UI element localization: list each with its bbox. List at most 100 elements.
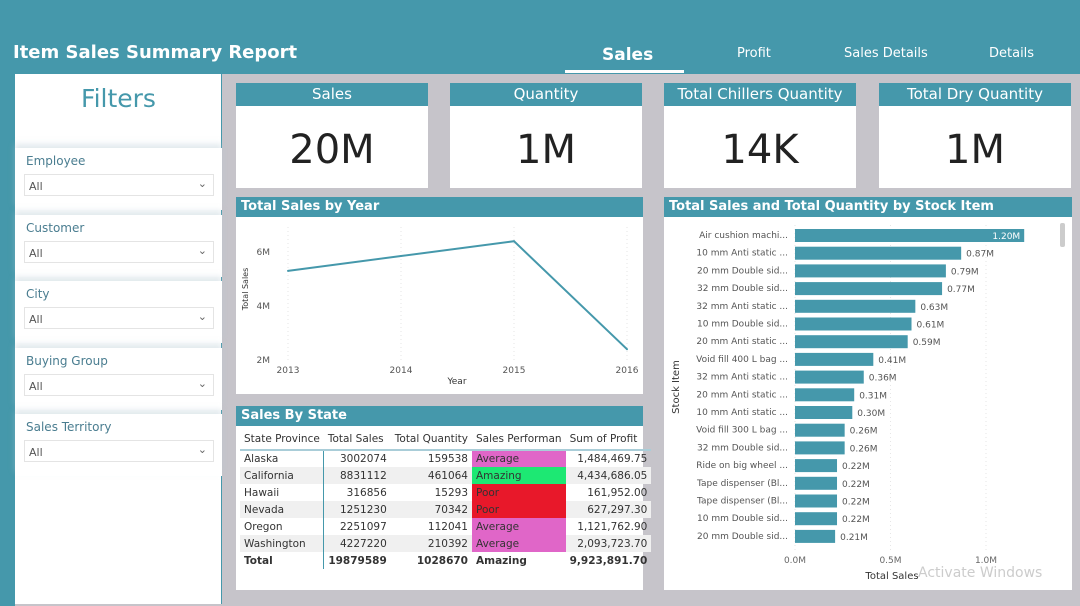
table-cell: 461064	[390, 467, 472, 484]
bar[interactable]	[795, 459, 838, 473]
slicer-city: City All ⌄	[15, 281, 222, 343]
bar[interactable]	[795, 529, 836, 543]
chevron-down-icon: ⌄	[197, 243, 207, 257]
slicer-dropdown[interactable]: All ⌄	[24, 373, 214, 396]
slicer-label: Customer	[26, 220, 85, 235]
slicer-dropdown[interactable]: All ⌄	[24, 240, 214, 263]
data-label: 0.22M	[842, 462, 870, 472]
slicer-dropdown[interactable]: All ⌄	[24, 440, 214, 462]
x-tick-label: 2016	[616, 366, 639, 376]
column-header[interactable]: Sales Performan	[476, 432, 562, 445]
column-header[interactable]: State Province	[244, 432, 320, 445]
slicer-label: Sales Territory	[26, 420, 112, 434]
bar[interactable]	[795, 423, 845, 437]
data-label: 0.63M	[920, 303, 948, 313]
bar[interactable]	[795, 370, 864, 384]
filters-title: Filters	[81, 84, 156, 113]
kpi-card: Sales 20M	[236, 83, 428, 188]
tab-sales-details[interactable]: Sales Details	[844, 46, 928, 61]
bar[interactable]	[795, 229, 1025, 242]
bar[interactable]	[795, 388, 855, 402]
tab-details[interactable]: Details	[989, 46, 1035, 61]
kpi-card: Quantity 1M	[450, 83, 642, 188]
kpi-value: 20M	[289, 127, 375, 173]
kpi-label: Quantity	[450, 83, 642, 106]
table-cell: 2,093,723.70	[565, 535, 652, 552]
column-header[interactable]: Total Quantity	[394, 432, 468, 445]
kpi-value: 1M	[945, 127, 1005, 173]
bar[interactable]	[795, 476, 838, 490]
slicer-label: Buying Group	[26, 353, 108, 368]
table-cell: 8831112	[323, 467, 391, 484]
table-cell: 1,484,469.75	[577, 453, 648, 465]
data-label: 0.26M	[850, 427, 878, 437]
table-cell: 1251230	[323, 501, 391, 518]
chart-title: Total Sales by Year	[236, 197, 643, 217]
tab-sales[interactable]: Sales	[602, 45, 654, 65]
data-label: 0.77M	[947, 285, 975, 295]
data-point[interactable]	[287, 269, 289, 272]
x-tick-label: 2014	[390, 366, 413, 376]
data-label: 0.22M	[842, 498, 870, 508]
x-tick-label: 0.5M	[879, 556, 901, 566]
slicer-employee: Employee All ⌄	[15, 148, 222, 210]
table-cell: California	[240, 467, 325, 484]
scrollbar[interactable]	[1060, 223, 1065, 247]
slicer-value: All	[29, 180, 43, 193]
table-cell: 3002074	[340, 453, 387, 465]
y-axis-title: Total Sales	[241, 268, 250, 312]
bar[interactable]	[795, 317, 912, 331]
bar[interactable]	[795, 299, 916, 313]
sales-line	[287, 240, 628, 350]
slicer-value: All	[29, 379, 43, 393]
bar[interactable]	[795, 335, 908, 349]
table-row: Oregon 2251097 112041 Average 1,121,762.90	[240, 518, 651, 535]
data-label: 0.41M	[878, 356, 906, 366]
slicer-value: All	[29, 313, 43, 326]
table-title: Sales By State	[236, 406, 643, 426]
x-tick-label: 2015	[503, 366, 526, 376]
bar[interactable]	[795, 264, 946, 278]
bar[interactable]	[795, 512, 838, 526]
data-label: 1.20M	[992, 232, 1020, 242]
category-label: 32 mm Double sid...	[697, 284, 788, 294]
table-cell: 2251097	[340, 520, 387, 533]
data-point[interactable]	[626, 348, 628, 351]
table-row: Alaska 3002074 159538 Average 1,484,469.75	[240, 450, 651, 467]
y-tick-label: 4M	[257, 302, 271, 312]
table-cell: Average	[472, 518, 566, 535]
category-label: 32 mm Anti static ...	[696, 302, 788, 312]
category-label: 20 mm Anti static ...	[696, 390, 788, 400]
bar[interactable]	[795, 246, 962, 260]
category-label: 32 mm Double sid...	[697, 443, 788, 453]
slicer-dropdown[interactable]: All ⌄	[24, 307, 214, 329]
bar[interactable]	[795, 494, 838, 508]
chevron-down-icon: ⌄	[197, 376, 207, 390]
data-label: 0.79M	[951, 267, 979, 277]
data-label: 0.21M	[840, 533, 868, 543]
category-label: Ride on big wheel ...	[696, 461, 788, 471]
bar[interactable]	[795, 441, 845, 455]
tab-profit[interactable]: Profit	[737, 46, 771, 61]
x-tick-label: 2013	[277, 366, 300, 376]
column-header[interactable]: Total Sales	[327, 432, 384, 445]
table-cell: 159538	[427, 453, 468, 465]
column-header[interactable]: Sum of Profit	[569, 432, 638, 445]
table-cell: Oregon	[240, 518, 325, 535]
x-tick-label: 0.0M	[784, 556, 806, 566]
slicer-label: City	[26, 287, 50, 301]
watermark: Activate Windows	[918, 565, 1043, 581]
bar[interactable]	[795, 406, 853, 419]
table-cell: 316856	[346, 486, 387, 499]
filters-panel: Filters Employee All ⌄ Customer All ⌄ City A…	[15, 74, 222, 604]
data-point[interactable]	[400, 255, 402, 258]
category-label: Void fill 300 L bag ...	[696, 426, 788, 436]
bar[interactable]	[795, 352, 874, 366]
bar[interactable]	[795, 282, 943, 296]
slicer-dropdown[interactable]: All ⌄	[24, 174, 214, 196]
data-point[interactable]	[513, 240, 515, 243]
category-label: Tape dispenser (Bl...	[696, 479, 788, 489]
table-cell: Alaska	[240, 450, 325, 467]
table-cell: Average	[472, 535, 566, 552]
sales-by-state-table: Sales By State State Province Total Sales…	[236, 406, 652, 590]
